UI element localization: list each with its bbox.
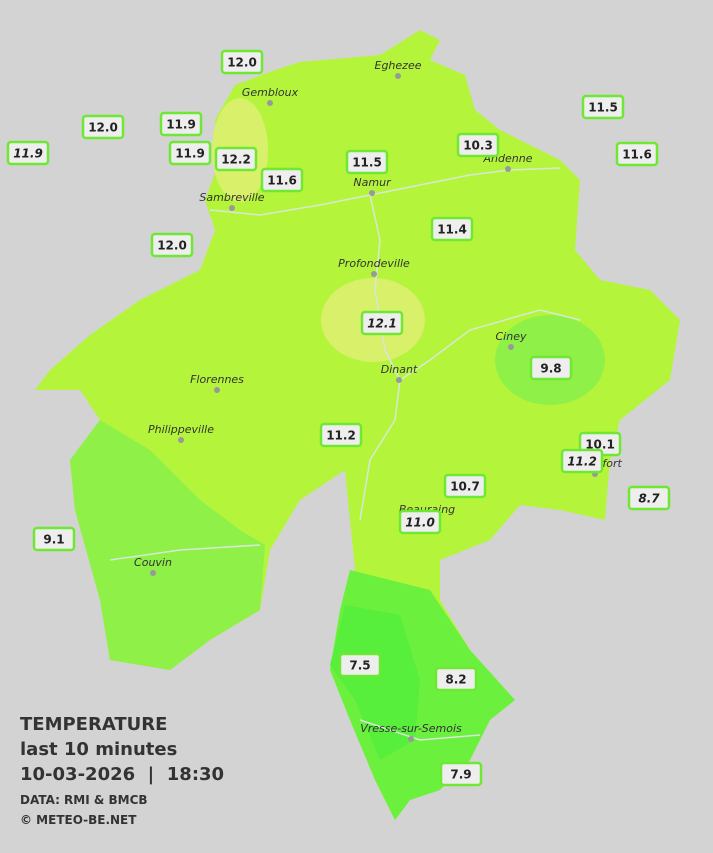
station-box (360, 310, 404, 336)
cool-zone (70, 420, 265, 670)
town-name: Profondeville (338, 257, 410, 270)
station-value: 11.2 (567, 455, 597, 469)
station-box (6, 140, 50, 166)
station-box (615, 141, 659, 167)
station-box (214, 146, 258, 172)
station-box (32, 526, 76, 552)
caption-credit: © METEO-BE.NET (20, 813, 137, 827)
station-value: 12.1 (367, 317, 397, 331)
town-dot (505, 166, 511, 172)
station-value: 12.0 (157, 239, 187, 253)
station-box (345, 149, 389, 175)
station-value: 11.5 (352, 156, 382, 170)
station-value: 7.9 (450, 768, 471, 782)
station-value: 11.9 (13, 147, 43, 161)
station-value: 12.0 (227, 56, 257, 70)
station-box (319, 422, 363, 448)
town-dot (267, 100, 273, 106)
town-dot (508, 344, 514, 350)
town-name: Eghezee (375, 59, 422, 72)
station-box (159, 111, 203, 137)
caption-source: DATA: RMI & BMCB (20, 793, 148, 807)
station-value: 11.6 (622, 148, 652, 162)
station-value: 12.0 (88, 121, 118, 135)
station-box (627, 485, 671, 511)
station-value: 11.2 (326, 429, 356, 443)
station-box (150, 232, 194, 258)
station-value: 11.4 (437, 223, 467, 237)
station-box (443, 473, 487, 499)
town-name: Vresse-sur-Semois (360, 722, 462, 735)
station-box (560, 448, 604, 474)
town-dot (150, 570, 156, 576)
station-value: 10.3 (463, 139, 493, 153)
station-value: 9.1 (43, 533, 64, 547)
town-name: Ciney (496, 330, 527, 343)
town-dot (408, 736, 414, 742)
town-dot (369, 190, 375, 196)
town-dot (214, 387, 220, 393)
station-box (220, 49, 264, 75)
station-value: 11.0 (405, 516, 435, 530)
river (109, 167, 581, 741)
town-dot (178, 437, 184, 443)
station-box (434, 666, 478, 692)
town-name: Namur (353, 176, 392, 189)
town-name: Sambreville (199, 191, 264, 204)
station-box (581, 94, 625, 120)
station-value: 11.9 (166, 118, 196, 132)
town-name: Dinant (381, 363, 418, 376)
town-dot (395, 73, 401, 79)
caption-datetime: 10-03-2026 | 18:30 (20, 764, 224, 785)
town-name: Philippeville (148, 423, 214, 436)
station-box (430, 216, 474, 242)
station-value: 8.7 (638, 492, 660, 506)
station-box (398, 509, 442, 535)
station-value: 10.7 (450, 480, 480, 494)
coldest-zone (330, 605, 420, 760)
station-box (456, 132, 500, 158)
town-dot (371, 271, 377, 277)
station-value: 8.2 (445, 673, 466, 687)
station-value: 9.8 (540, 362, 561, 376)
station-box (168, 140, 212, 166)
station-box (529, 355, 573, 381)
caption-period: last 10 minutes (20, 739, 177, 760)
station-box (338, 652, 382, 678)
station-box (439, 761, 483, 787)
station-box (260, 167, 304, 193)
station-box (81, 114, 125, 140)
station-value: 10.1 (585, 438, 615, 452)
caption-title: TEMPERATURE (20, 714, 167, 735)
station-value: 7.5 (349, 659, 370, 673)
station-value: 11.9 (175, 147, 205, 161)
station-value: 12.2 (221, 153, 251, 167)
town-name: Couvin (134, 556, 172, 569)
town-dot (229, 205, 235, 211)
town-dot (396, 377, 402, 383)
town-name: Gembloux (242, 86, 299, 99)
station-value: 11.5 (588, 101, 618, 115)
station-value: 11.6 (267, 174, 297, 188)
town-name: Florennes (190, 373, 244, 386)
